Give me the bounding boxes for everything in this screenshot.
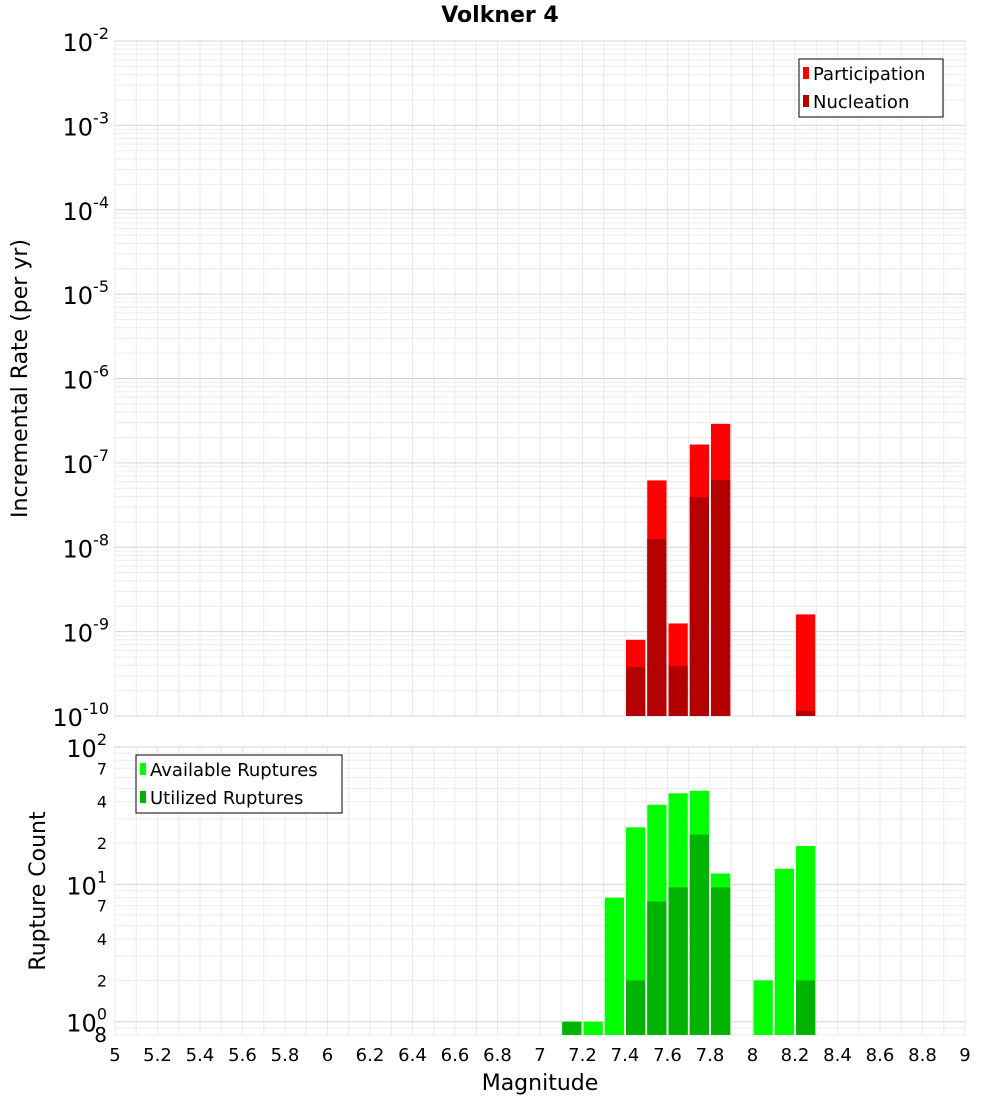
count-outer-bar bbox=[753, 980, 773, 1035]
count-y-major-label: 102 bbox=[66, 730, 107, 763]
rate-y-tick-label: 10-6 bbox=[63, 362, 110, 395]
x-tick-label: 7.2 bbox=[568, 1045, 597, 1066]
rate-inner-bar bbox=[796, 710, 816, 716]
rate-inner-bar bbox=[689, 497, 709, 716]
x-tick-label: 8.6 bbox=[866, 1045, 895, 1066]
rate-y-tick-label: 10-5 bbox=[63, 277, 110, 310]
count-inner-bar bbox=[562, 1021, 582, 1035]
x-tick-label: 5 bbox=[109, 1045, 120, 1066]
legend-label-utilized: Utilized Ruptures bbox=[150, 788, 303, 809]
rate-y-tick-label: 10-10 bbox=[52, 699, 109, 732]
x-tick-label: 7.4 bbox=[611, 1045, 640, 1066]
x-tick-label: 6.6 bbox=[441, 1045, 470, 1066]
count-y-major-label: 100 bbox=[66, 1005, 107, 1038]
rate-inner-bar bbox=[711, 479, 731, 716]
count-inner-bar bbox=[711, 887, 731, 1035]
legend-label-nucleation: Nucleation bbox=[813, 92, 909, 113]
chart-title: Volkner 4 bbox=[441, 3, 559, 28]
rate-legend-box bbox=[798, 58, 944, 118]
count-y-minor-label: 4 bbox=[97, 930, 107, 949]
x-tick-label: 7.8 bbox=[696, 1045, 725, 1066]
count-inner-bar bbox=[689, 834, 709, 1035]
count-y-tick-labels: 100 101 102 8 2 4 7 2 4 7 bbox=[66, 730, 107, 1047]
x-tick-label: 9 bbox=[959, 1045, 970, 1066]
count-panel: 100 101 102 8 2 4 7 2 4 7 5 5.2 5.4 5.6 5.8 6 6.2 6.4 6.6… bbox=[26, 730, 971, 1096]
count-y-minor-label: 7 bbox=[97, 897, 107, 916]
legend-swatch-participation bbox=[803, 67, 809, 79]
count-y-minor-label: 2 bbox=[97, 971, 107, 990]
rate-y-axis-label: Incremental Rate (per yr) bbox=[8, 239, 33, 518]
count-y-minor-label: 2 bbox=[97, 834, 107, 853]
rate-inner-bar bbox=[626, 667, 646, 716]
rate-y-tick-labels: 10-10 10-9 10-8 10-7 10-6 10-5 10-4 10-3 10-2 bbox=[52, 24, 109, 732]
x-tick-label: 5.2 bbox=[143, 1045, 172, 1066]
rate-inner-bar bbox=[647, 539, 667, 716]
x-tick-label: 6 bbox=[322, 1045, 333, 1066]
x-tick-label: 6.4 bbox=[398, 1045, 427, 1066]
rate-y-tick-label: 10-8 bbox=[63, 530, 110, 563]
count-bars bbox=[562, 790, 816, 1035]
count-inner-bar bbox=[647, 901, 667, 1035]
count-outer-bar bbox=[604, 897, 624, 1035]
rate-panel: 10-10 10-9 10-8 10-7 10-6 10-5 10-4 10-3 10-2 In… bbox=[8, 24, 966, 732]
x-tick-label: 7 bbox=[534, 1045, 545, 1066]
rate-y-tick-label: 10-7 bbox=[63, 446, 110, 479]
x-tick-label: 6.2 bbox=[356, 1045, 385, 1066]
x-tick-label: 5.6 bbox=[228, 1045, 257, 1066]
rate-y-tick-label: 10-9 bbox=[63, 615, 110, 648]
rate-inner-bar bbox=[668, 666, 688, 716]
rate-gridlines bbox=[114, 40, 966, 717]
rate-bars bbox=[626, 423, 816, 716]
count-legend: Available Ruptures Utilized Ruptures bbox=[135, 754, 343, 814]
count-y-minor-label: 7 bbox=[97, 759, 107, 778]
legend-swatch-available bbox=[140, 763, 146, 775]
count-y-axis-label: Rupture Count bbox=[26, 811, 51, 971]
count-outer-bar bbox=[774, 868, 794, 1035]
x-tick-label: 8.4 bbox=[823, 1045, 852, 1066]
rate-y-tick-label: 10-3 bbox=[63, 108, 110, 141]
count-inner-bar bbox=[796, 980, 816, 1035]
legend-swatch-nucleation bbox=[803, 95, 809, 107]
x-tick-label: 5.4 bbox=[186, 1045, 215, 1066]
x-tick-label: 8.2 bbox=[781, 1045, 810, 1066]
rate-y-tick-label: 10-4 bbox=[63, 193, 110, 226]
x-tick-label: 6.8 bbox=[483, 1045, 512, 1066]
x-tick-label: 8 bbox=[747, 1045, 758, 1066]
legend-label-available: Available Ruptures bbox=[150, 760, 318, 781]
rate-y-tick-label: 10-2 bbox=[63, 24, 110, 57]
count-inner-bar bbox=[626, 980, 646, 1035]
legend-label-participation: Participation bbox=[813, 64, 925, 85]
x-tick-label: 8.8 bbox=[908, 1045, 937, 1066]
count-legend-box bbox=[135, 754, 343, 814]
rate-outer-bar bbox=[796, 614, 816, 716]
x-axis-label: Magnitude bbox=[482, 1071, 599, 1096]
count-inner-bar bbox=[668, 887, 688, 1035]
count-outer-bar bbox=[583, 1021, 603, 1035]
rate-legend: Participation Nucleation bbox=[798, 58, 944, 118]
legend-swatch-utilized bbox=[140, 791, 146, 803]
count-y-minor-label: 8 bbox=[94, 1023, 107, 1047]
x-tick-label: 7.6 bbox=[653, 1045, 682, 1066]
x-tick-label: 5.8 bbox=[271, 1045, 300, 1066]
x-tick-labels: 5 5.2 5.4 5.6 5.8 6 6.2 6.4 6.6 6.8 7 7.2 7.4 7.6 7.8 8… bbox=[109, 1045, 970, 1066]
count-y-major-label: 101 bbox=[66, 867, 107, 900]
count-y-minor-label: 4 bbox=[97, 793, 107, 812]
